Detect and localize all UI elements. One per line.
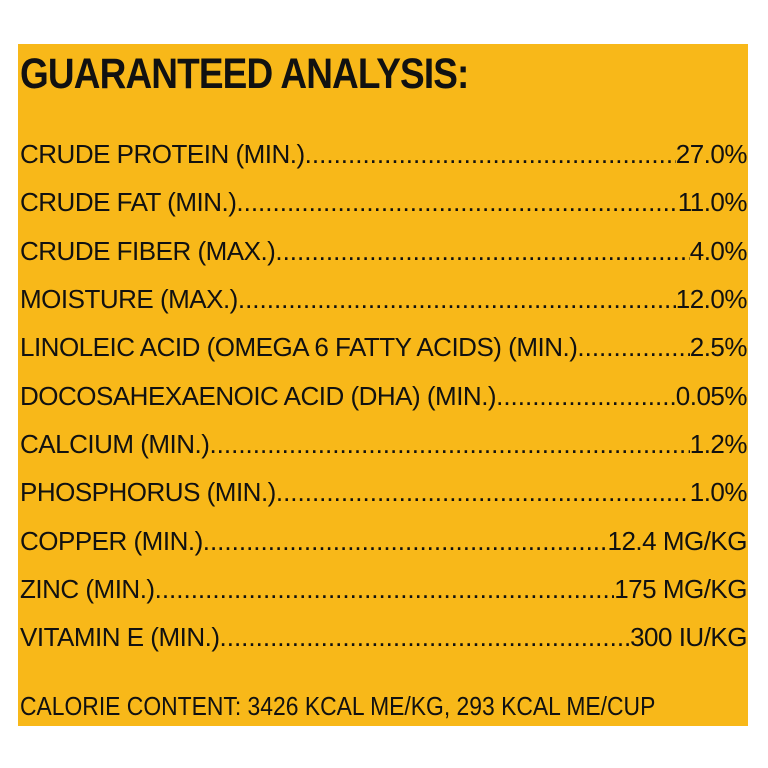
row-label: PHOSPHORUS (MIN.)	[20, 477, 276, 508]
dot-leader	[155, 574, 615, 604]
row-value: 175 MG/KG	[614, 573, 747, 604]
row-value: 12.4 MG/KG	[607, 525, 748, 556]
dot-leader	[236, 187, 677, 217]
analysis-row: MOISTURE (MAX.) 12.0%	[20, 275, 747, 323]
row-value: 300 IU/KG	[630, 622, 747, 653]
row-value: 2.5%	[689, 332, 747, 363]
analysis-row: CRUDE FAT (MIN.) 11.0%	[20, 178, 747, 226]
dot-leader	[209, 429, 689, 459]
dot-leader	[276, 477, 690, 507]
row-value: 1.2%	[689, 428, 747, 459]
row-label: CRUDE PROTEIN (MIN.)	[20, 139, 305, 170]
panel-title: GUARANTEED ANALYSIS:	[20, 50, 469, 98]
row-value: 12.0%	[675, 284, 747, 315]
analysis-row: DOCOSAHEXAENOIC ACID (DHA) (MIN.) 0.05%	[20, 371, 747, 419]
row-label: CALCIUM (MIN.)	[20, 428, 210, 459]
row-label: CRUDE FIBER (MAX.)	[20, 235, 276, 266]
row-label: ZINC (MIN.)	[20, 573, 155, 604]
row-value: 11.0%	[677, 187, 747, 218]
row-value: 27.0%	[675, 139, 747, 170]
row-value: 1.0%	[689, 477, 747, 508]
dot-leader	[496, 381, 676, 411]
analysis-row: CRUDE FIBER (MAX.) 4.0%	[20, 227, 747, 275]
analysis-row: CRUDE PROTEIN (MIN.) 27.0%	[20, 130, 747, 178]
dot-leader	[238, 284, 676, 314]
row-value: 0.05%	[675, 380, 747, 411]
analysis-row: CALCIUM (MIN.) 1.2%	[20, 420, 747, 468]
dot-leader	[275, 236, 689, 266]
row-label: LINOLEIC ACID (OMEGA 6 FATTY ACIDS) (MIN…	[20, 332, 578, 363]
analysis-row: LINOLEIC ACID (OMEGA 6 FATTY ACIDS) (MIN…	[20, 323, 747, 371]
dot-leader	[305, 139, 676, 169]
row-label: COPPER (MIN.)	[20, 525, 203, 556]
analysis-row: COPPER (MIN.) 12.4 MG/KG	[20, 516, 747, 564]
guaranteed-analysis-panel: GUARANTEED ANALYSIS: CRUDE PROTEIN (MIN.…	[18, 44, 748, 726]
analysis-row: VITAMIN E (MIN.) 300 IU/KG	[20, 613, 747, 661]
dot-leader	[577, 332, 689, 362]
row-label: MOISTURE (MAX.)	[20, 284, 238, 315]
dot-leader	[203, 526, 608, 556]
row-label: CRUDE FAT (MIN.)	[20, 187, 237, 218]
calorie-content: CALORIE CONTENT: 3426 KCAL ME/KG, 293 KC…	[20, 691, 656, 721]
row-label: DOCOSAHEXAENOIC ACID (DHA) (MIN.)	[20, 380, 497, 411]
row-label: VITAMIN E (MIN.)	[20, 622, 220, 653]
row-value: 4.0%	[689, 235, 747, 266]
analysis-list: CRUDE PROTEIN (MIN.) 27.0% CRUDE FAT (MI…	[20, 130, 747, 661]
analysis-row: ZINC (MIN.) 175 MG/KG	[20, 565, 747, 613]
dot-leader	[220, 622, 631, 652]
analysis-row: PHOSPHORUS (MIN.) 1.0%	[20, 468, 747, 516]
